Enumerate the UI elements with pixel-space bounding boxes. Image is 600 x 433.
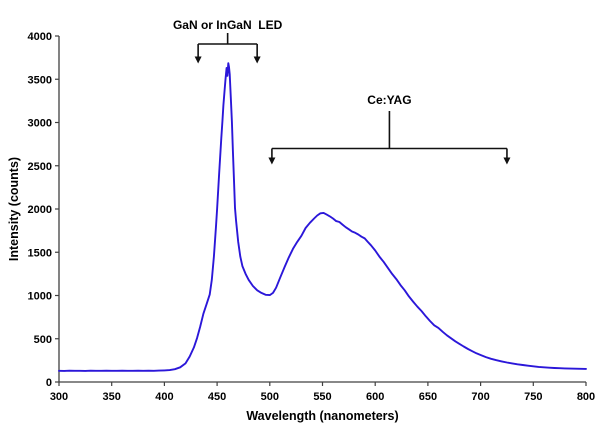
x-tick-label: 300 xyxy=(50,391,68,403)
spectrum-curve xyxy=(58,62,587,372)
y-tick-label: 3500 xyxy=(28,74,52,86)
y-tick-label: 2000 xyxy=(28,204,52,216)
x-axis-title: Wavelength (nanometers) xyxy=(246,409,399,423)
y-tick-label: 2500 xyxy=(28,161,52,173)
y-tick-label: 3000 xyxy=(28,118,52,130)
y-tick-label: 0 xyxy=(46,377,52,389)
y-tick-label: 1000 xyxy=(28,291,52,303)
y-tick-label: 500 xyxy=(34,334,52,346)
x-tick-label: 550 xyxy=(313,391,331,403)
annotation-label: Ce:YAG xyxy=(367,93,411,107)
x-tick-label: 400 xyxy=(155,391,173,403)
x-tick-label: 700 xyxy=(471,391,489,403)
down-arrowhead-icon xyxy=(194,56,202,64)
x-tick-label: 750 xyxy=(524,391,542,403)
x-tick-label: 350 xyxy=(103,391,121,403)
x-tick-label: 450 xyxy=(208,391,226,403)
y-axis-title: Intensity (counts) xyxy=(7,156,21,262)
y-tick-label: 1500 xyxy=(28,247,52,259)
x-tick-label: 650 xyxy=(419,391,437,403)
annotation-label: GaN or InGaN LED xyxy=(173,18,283,32)
down-arrowhead-icon xyxy=(503,157,511,165)
down-arrowhead-icon xyxy=(268,157,276,165)
x-tick-label: 500 xyxy=(261,391,279,403)
x-tick-label: 800 xyxy=(577,391,595,403)
down-arrowhead-icon xyxy=(253,56,261,64)
x-tick-label: 600 xyxy=(366,391,384,403)
y-tick-label: 4000 xyxy=(28,31,52,43)
